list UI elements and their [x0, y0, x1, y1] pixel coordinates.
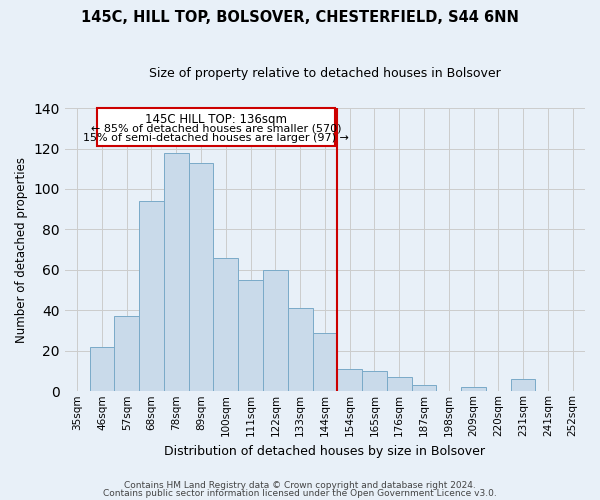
Bar: [115, 316, 139, 392]
FancyBboxPatch shape: [97, 108, 335, 146]
Title: Size of property relative to detached houses in Bolsover: Size of property relative to detached ho…: [149, 68, 501, 80]
Bar: [387, 377, 412, 392]
X-axis label: Distribution of detached houses by size in Bolsover: Distribution of detached houses by size …: [164, 444, 485, 458]
Bar: [313, 332, 337, 392]
Bar: [263, 270, 288, 392]
Bar: [214, 258, 238, 392]
Bar: [164, 152, 188, 392]
Bar: [412, 385, 436, 392]
Bar: [89, 347, 115, 392]
Bar: [288, 308, 313, 392]
Bar: [337, 369, 362, 392]
Bar: [188, 162, 214, 392]
Bar: [511, 379, 535, 392]
Text: ← 85% of detached houses are smaller (570): ← 85% of detached houses are smaller (57…: [91, 123, 341, 133]
Bar: [238, 280, 263, 392]
Bar: [139, 201, 164, 392]
Text: 15% of semi-detached houses are larger (97) →: 15% of semi-detached houses are larger (…: [83, 134, 349, 143]
Text: Contains HM Land Registry data © Crown copyright and database right 2024.: Contains HM Land Registry data © Crown c…: [124, 481, 476, 490]
Text: 145C HILL TOP: 136sqm: 145C HILL TOP: 136sqm: [145, 113, 287, 126]
Bar: [362, 371, 387, 392]
Bar: [461, 387, 486, 392]
Text: 145C, HILL TOP, BOLSOVER, CHESTERFIELD, S44 6NN: 145C, HILL TOP, BOLSOVER, CHESTERFIELD, …: [81, 10, 519, 25]
Y-axis label: Number of detached properties: Number of detached properties: [15, 156, 28, 342]
Text: Contains public sector information licensed under the Open Government Licence v3: Contains public sector information licen…: [103, 488, 497, 498]
